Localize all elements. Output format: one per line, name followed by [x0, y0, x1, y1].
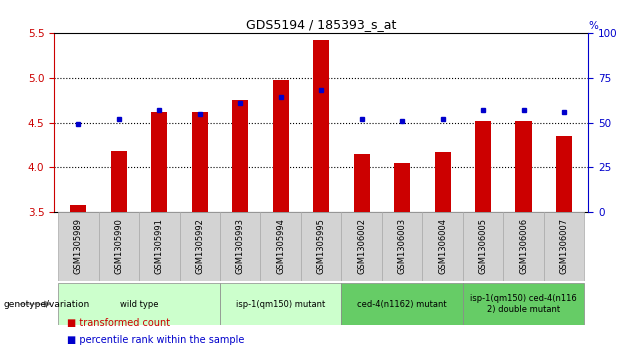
Bar	[434, 152, 451, 212]
Bar	[232, 100, 248, 212]
Bar	[463, 283, 584, 325]
Bar	[301, 212, 342, 281]
Bar	[70, 205, 86, 212]
Bar	[313, 40, 329, 212]
Bar	[503, 212, 544, 281]
Bar	[139, 212, 179, 281]
Bar	[99, 212, 139, 281]
Text: GSM1306004: GSM1306004	[438, 218, 447, 274]
Bar	[354, 154, 370, 212]
Text: GSM1305989: GSM1305989	[74, 218, 83, 274]
Bar	[515, 121, 532, 212]
Text: GSM1305990: GSM1305990	[114, 218, 123, 274]
Text: GSM1306002: GSM1306002	[357, 218, 366, 274]
Bar	[179, 212, 220, 281]
Bar	[191, 112, 208, 212]
Bar	[111, 151, 127, 212]
Text: isp-1(qm150) ced-4(n116
2) double mutant: isp-1(qm150) ced-4(n116 2) double mutant	[470, 294, 577, 314]
Text: GSM1305994: GSM1305994	[276, 218, 285, 274]
Bar	[394, 163, 410, 212]
Text: GSM1306006: GSM1306006	[519, 218, 528, 274]
Text: wild type: wild type	[120, 299, 158, 309]
Bar	[556, 136, 572, 212]
Text: GSM1305993: GSM1305993	[236, 218, 245, 274]
Bar	[58, 283, 220, 325]
Bar	[151, 112, 167, 212]
Bar	[261, 212, 301, 281]
Text: GSM1305991: GSM1305991	[155, 218, 164, 274]
Text: GSM1306003: GSM1306003	[398, 218, 406, 274]
Text: genotype/variation: genotype/variation	[3, 299, 90, 309]
Bar	[382, 212, 422, 281]
Text: ■ transformed count: ■ transformed count	[67, 318, 170, 328]
Bar	[220, 212, 261, 281]
Bar	[273, 80, 289, 212]
Text: GSM1306007: GSM1306007	[560, 218, 569, 274]
Text: GSM1306005: GSM1306005	[478, 218, 488, 274]
Bar	[422, 212, 463, 281]
Text: isp-1(qm150) mutant: isp-1(qm150) mutant	[236, 299, 326, 309]
Text: ■ percentile rank within the sample: ■ percentile rank within the sample	[67, 335, 244, 345]
Bar	[342, 283, 463, 325]
Bar	[475, 121, 491, 212]
Title: GDS5194 / 185393_s_at: GDS5194 / 185393_s_at	[246, 19, 396, 32]
Text: ced-4(n1162) mutant: ced-4(n1162) mutant	[357, 299, 447, 309]
Bar	[463, 212, 503, 281]
Text: GSM1305992: GSM1305992	[195, 218, 204, 274]
Bar	[342, 212, 382, 281]
Bar	[220, 283, 342, 325]
Text: GSM1305995: GSM1305995	[317, 218, 326, 274]
Bar	[58, 212, 99, 281]
Bar	[544, 212, 584, 281]
Text: %: %	[588, 21, 598, 31]
